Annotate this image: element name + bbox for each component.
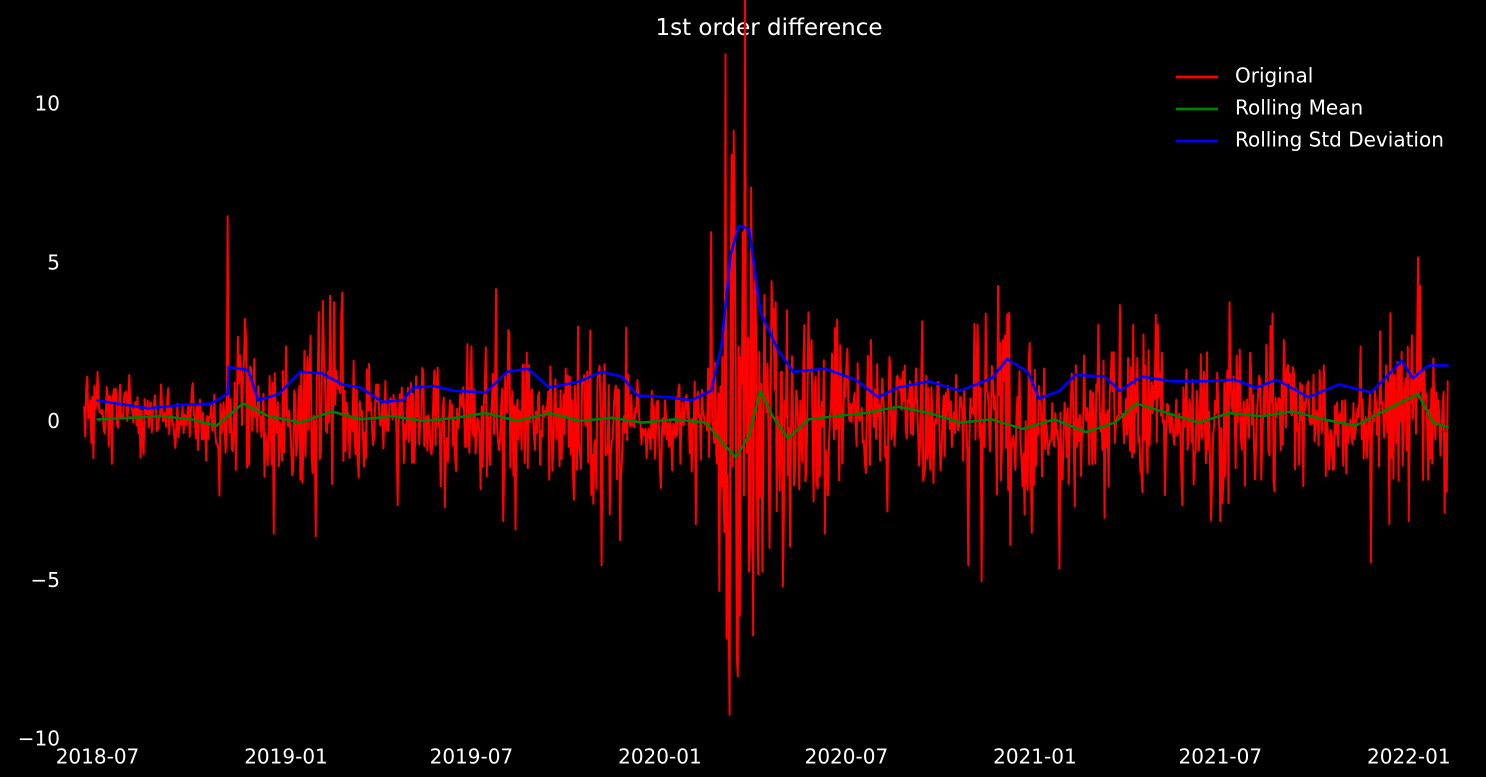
x-tick-label: 2021-07 (1179, 745, 1263, 769)
y-axis-ticks: −10 −5 0 5 10 (18, 92, 60, 751)
legend-label: Original (1235, 64, 1313, 88)
series-layer (83, 0, 1450, 716)
x-axis-ticks: 2018-07 2019-01 2019-07 2020-01 2020-07 2021-… (56, 745, 1451, 769)
x-tick-label: 2021-01 (993, 745, 1077, 769)
x-tick-label: 2018-07 (56, 745, 140, 769)
y-tick-label: −5 (31, 568, 60, 592)
legend-label: Rolling Std Deviation (1235, 128, 1444, 152)
y-tick-label: −10 (18, 727, 60, 751)
y-tick-label: 10 (35, 92, 60, 116)
x-tick-label: 2019-07 (430, 745, 514, 769)
series-rolling-mean-line (96, 389, 1450, 459)
y-tick-label: 5 (47, 250, 60, 274)
x-tick-label: 2020-07 (805, 745, 889, 769)
legend-label: Rolling Mean (1235, 96, 1363, 120)
series-rolling-std-line (96, 224, 1450, 410)
x-tick-label: 2020-01 (618, 745, 702, 769)
y-tick-label: 0 (47, 409, 60, 433)
x-tick-label: 2022-01 (1367, 745, 1451, 769)
legend: Original Rolling Mean Rolling Std Deviatio… (1176, 64, 1444, 152)
x-tick-label: 2019-01 (244, 745, 328, 769)
chart-title: 1st order difference (655, 15, 882, 41)
